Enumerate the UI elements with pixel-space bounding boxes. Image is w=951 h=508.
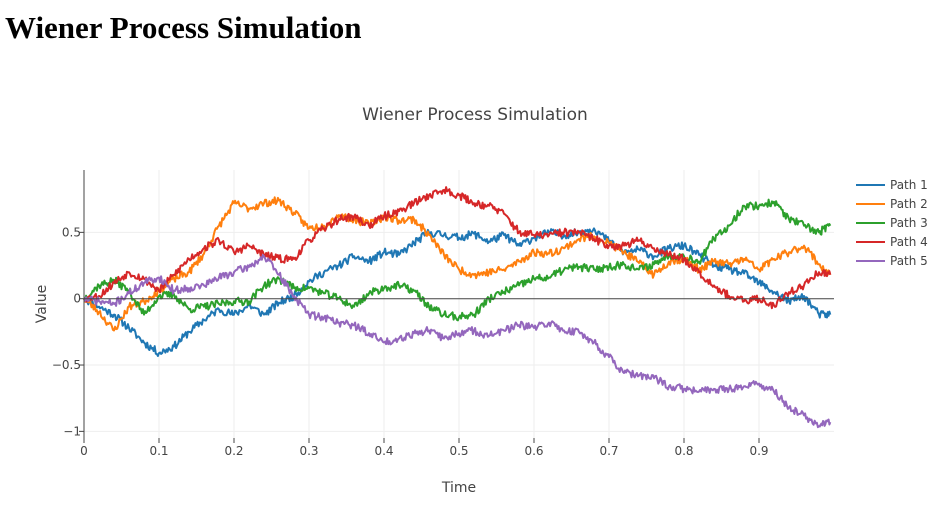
legend-label-path-1: Path 1 (890, 178, 928, 192)
x-tick-label: 0.8 (674, 444, 693, 458)
series-line-path-2 (83, 196, 832, 332)
y-tick-label: 0.5 (62, 225, 81, 239)
y-tick-label: −1 (63, 424, 81, 438)
y-tick-label: −0.5 (52, 358, 81, 372)
x-tick-label: 0.5 (449, 444, 468, 458)
x-tick-label: 0 (80, 444, 88, 458)
x-tick-label: 0.2 (224, 444, 243, 458)
y-tick-label: 0 (73, 292, 81, 306)
axis-layer: 0 0.1 0.2 0.3 0.4 0.5 0.6 0.7 0.8 0.9 −1 −0.5 0 0.5 (52, 170, 834, 458)
series-layer (83, 186, 832, 429)
x-tick-label: 0.6 (524, 444, 543, 458)
series-line-path-5 (83, 254, 832, 429)
legend-label-path-5: Path 5 (890, 254, 928, 268)
series-line-path-4 (83, 186, 832, 310)
x-axis-title: Time (441, 480, 476, 496)
page-heading: Wiener Process Simulation (5, 10, 362, 45)
x-tick-label: 0.7 (599, 444, 618, 458)
legend: Path 1 Path 2 Path 3 Path 4 Path 5 (856, 178, 928, 268)
legend-label-path-4: Path 4 (890, 235, 928, 249)
legend-label-path-2: Path 2 (890, 197, 928, 211)
x-tick-label: 0.4 (374, 444, 393, 458)
series-line-path-3 (83, 198, 832, 322)
legend-label-path-3: Path 3 (890, 216, 928, 230)
x-tick-label: 0.9 (749, 444, 768, 458)
x-tick-label: 0.1 (149, 444, 168, 458)
y-axis-title: Value (34, 285, 50, 323)
grid-layer (84, 170, 834, 438)
chart-title: Wiener Process Simulation (362, 105, 588, 125)
x-tick-label: 0.3 (299, 444, 318, 458)
